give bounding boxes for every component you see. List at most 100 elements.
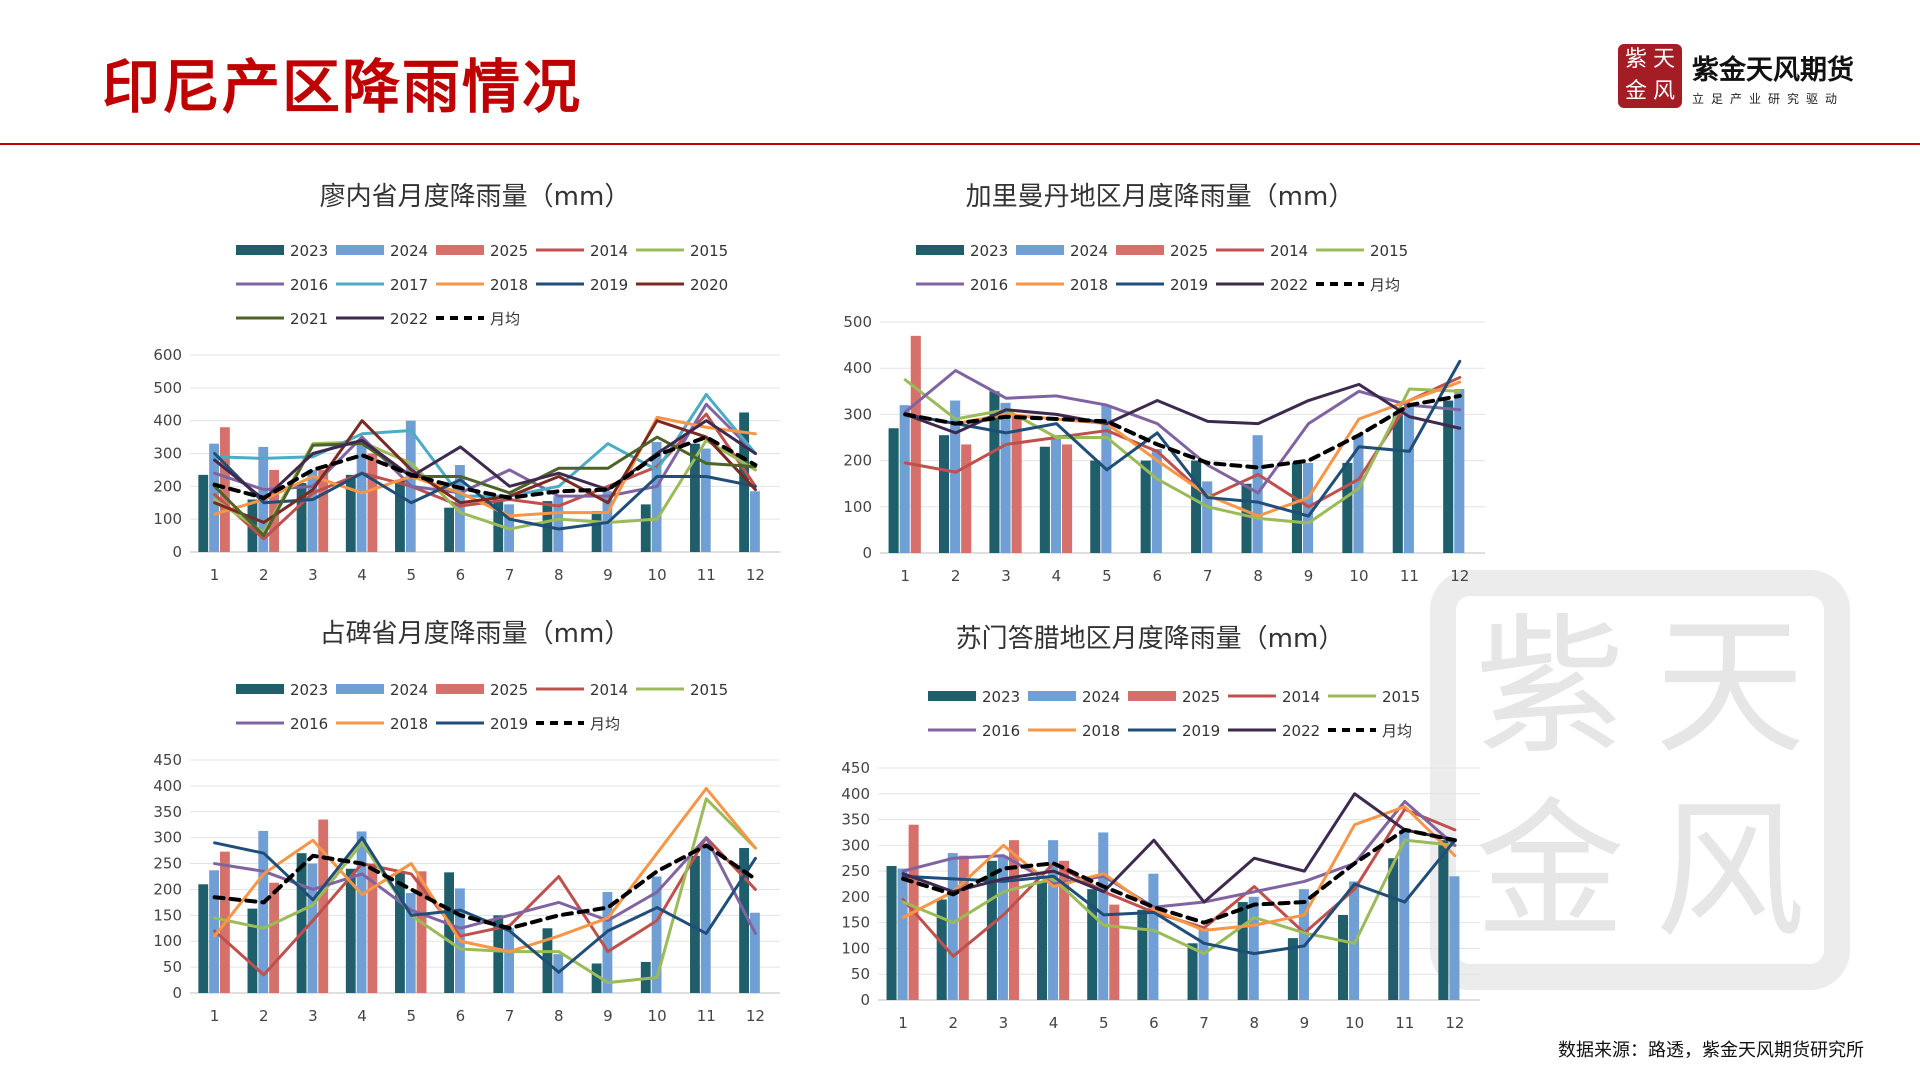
legend-label: 2025: [490, 242, 528, 260]
line-2019: [213, 836, 757, 974]
chart-panel-riau: 廖内省月度降雨量（mm） 2023 2024 2025 2014 2015 2016 2017…: [140, 175, 810, 595]
x-tick-label: 3: [308, 566, 318, 584]
legend-item: 2023: [928, 688, 1020, 706]
bar-2024: [1050, 435, 1062, 553]
bar-2024: [1048, 840, 1059, 1000]
x-tick-label: 4: [357, 1007, 367, 1025]
line-2022: [903, 382, 1462, 435]
x-tick-label: 8: [1249, 1014, 1259, 1032]
bar-2024: [1353, 435, 1364, 553]
x-tick-label: 2: [259, 1007, 269, 1025]
line-series-group: [212, 392, 758, 541]
x-tick-label: 10: [1345, 1014, 1364, 1032]
x-tick-label: 2: [948, 1014, 958, 1032]
line-series-group: [903, 359, 1462, 525]
bar-2023: [296, 483, 307, 552]
x-tick-label: 12: [746, 566, 765, 584]
legend-item: 2017: [336, 276, 428, 294]
x-tick-label: 4: [1052, 567, 1062, 585]
bar-2023: [1338, 914, 1349, 1000]
legend-swatch-bar: [1028, 691, 1076, 701]
bar-2024: [1202, 481, 1213, 553]
y-tick-label: 0: [172, 543, 182, 561]
x-tick-label: 2: [951, 567, 961, 585]
bar-2023: [1291, 462, 1302, 553]
x-tick-label: 7: [1203, 567, 1213, 585]
bar-2024: [1403, 402, 1414, 553]
bar-2023: [1140, 460, 1151, 553]
line-2015: [903, 378, 1462, 525]
legend-item: 2020: [636, 276, 728, 294]
bar-2023: [936, 899, 947, 1000]
y-tick-label: 350: [841, 811, 870, 829]
legend-label: 2014: [1282, 688, 1320, 706]
y-tick-label: 600: [153, 346, 182, 364]
legend-swatch-bar: [1016, 245, 1064, 255]
line-monthly-average: [903, 393, 1462, 470]
page-title: 印尼产区降雨情况: [102, 53, 583, 121]
legend-label: 月均: [1370, 276, 1400, 294]
y-tick-label: 400: [153, 412, 182, 430]
y-tick-label: 250: [841, 862, 870, 880]
legend-item: 月均: [1328, 722, 1412, 740]
chart-title: 加里曼丹地区月度降雨量（mm）: [966, 182, 1355, 212]
x-tick-label: 7: [505, 1007, 515, 1025]
bar-2024: [651, 876, 662, 993]
bar-2023: [1137, 909, 1148, 1000]
x-tick-label: 7: [505, 566, 515, 584]
brand-name: 紫金天风期货: [1692, 55, 1854, 86]
bar-2023: [1388, 858, 1399, 1000]
bar-2023: [1438, 840, 1449, 1000]
legend-item: 2019: [436, 715, 528, 733]
bar-2025: [318, 469, 329, 552]
legend-label: 2018: [390, 715, 428, 733]
y-tick-label: 0: [860, 991, 870, 1009]
bar-2023: [296, 853, 307, 993]
legend-swatch-bar: [928, 691, 976, 701]
line-2018: [213, 415, 757, 518]
line-monthly-average: [212, 435, 758, 500]
legend-item: 2021: [236, 310, 328, 328]
x-tick-label: 5: [1099, 1014, 1109, 1032]
legend-swatch-bar: [436, 245, 484, 255]
line-2018: [903, 380, 1462, 518]
bar-2024: [1248, 896, 1259, 1000]
bar-2024: [997, 855, 1008, 1000]
x-tick-label: 6: [456, 1007, 466, 1025]
legend-item: 2019: [1116, 276, 1208, 294]
legend-item: 2023: [916, 242, 1008, 260]
legend-swatch-bar: [436, 684, 484, 694]
header-divider: [0, 143, 1920, 145]
bar-2023: [690, 443, 700, 552]
bar-2023: [739, 848, 750, 993]
legend-swatch-bar: [1128, 691, 1176, 701]
x-tick-label: 3: [999, 1014, 1009, 1032]
legend-item: 2014: [1228, 688, 1320, 706]
bar-2024: [1399, 829, 1410, 1000]
y-tick-label: 250: [153, 855, 182, 873]
legend-label: 2017: [390, 276, 428, 294]
bar-2024: [899, 405, 910, 553]
x-tick-label: 3: [308, 1007, 318, 1025]
legend-item: 2018: [436, 276, 528, 294]
legend-swatch-bar: [236, 245, 284, 255]
legend-label: 2020: [690, 276, 728, 294]
legend-label: 2024: [390, 242, 428, 260]
x-tick-label: 11: [1395, 1014, 1414, 1032]
bar-2023: [1392, 414, 1403, 553]
bar-2023: [986, 860, 997, 1000]
legend-item: 2023: [236, 681, 328, 699]
line-2022: [901, 792, 1457, 904]
legend-item: 2014: [1216, 242, 1308, 260]
bar-2023: [1090, 460, 1101, 553]
chart-panel-jambi: 占碑省月度降雨量（mm） 2023 2024 2025 2014 2015 2016 2018…: [140, 615, 810, 1025]
y-tick-label: 400: [153, 777, 182, 795]
legend-label: 2024: [1082, 688, 1120, 706]
legend-item: 月均: [536, 715, 620, 733]
x-tick-label: 10: [648, 566, 667, 584]
bar-2024: [750, 491, 760, 552]
legend-label: 2019: [590, 276, 628, 294]
legend-item: 2025: [436, 242, 528, 260]
bar-2024: [307, 863, 318, 993]
